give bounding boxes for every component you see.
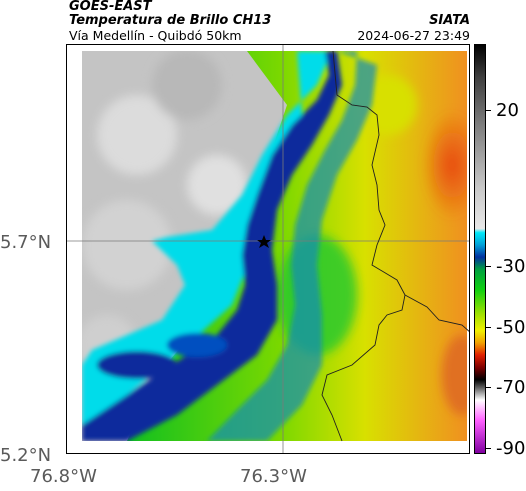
organization-label: SIATA <box>429 13 470 28</box>
colorbar-tick-label: -70 <box>496 377 526 398</box>
blue-band <box>82 51 342 441</box>
colorbar-tick-label: -90 <box>496 438 526 459</box>
colorbar <box>474 44 486 454</box>
colorbar-tickmark <box>486 110 491 111</box>
colorbar-tick-label: -30 <box>496 256 526 277</box>
colorbar-tickmark <box>486 266 491 267</box>
colorbar-tickmark <box>486 448 491 449</box>
boundary-line-east <box>404 294 469 332</box>
star-icon[interactable] <box>257 235 271 248</box>
colorbar-tickmark <box>486 387 491 388</box>
satellite-title: GOES-EAST <box>69 0 152 14</box>
satellite-map[interactable] <box>66 44 470 454</box>
colorbar-tick-label: 20 <box>496 100 519 121</box>
cyan-band <box>82 51 332 441</box>
latitude-label: 5.7°N <box>0 232 52 253</box>
site-label: Vía Medellín - Quibdó 50km <box>69 28 242 43</box>
colorbar-tick-label: -50 <box>496 317 526 338</box>
timestamp-label: 2024-06-27 23:49 <box>357 28 470 43</box>
latitude-label: 5.2°N <box>0 445 52 466</box>
teal-band <box>207 51 377 441</box>
colorbar-tickmark <box>486 327 491 328</box>
brightness-temperature-field <box>67 45 469 453</box>
product-title: Temperatura de Brillo CH13 <box>69 13 272 28</box>
boundary-line <box>321 50 406 442</box>
longitude-label: 76.8°W <box>30 466 97 487</box>
longitude-label: 76.3°W <box>240 466 307 487</box>
